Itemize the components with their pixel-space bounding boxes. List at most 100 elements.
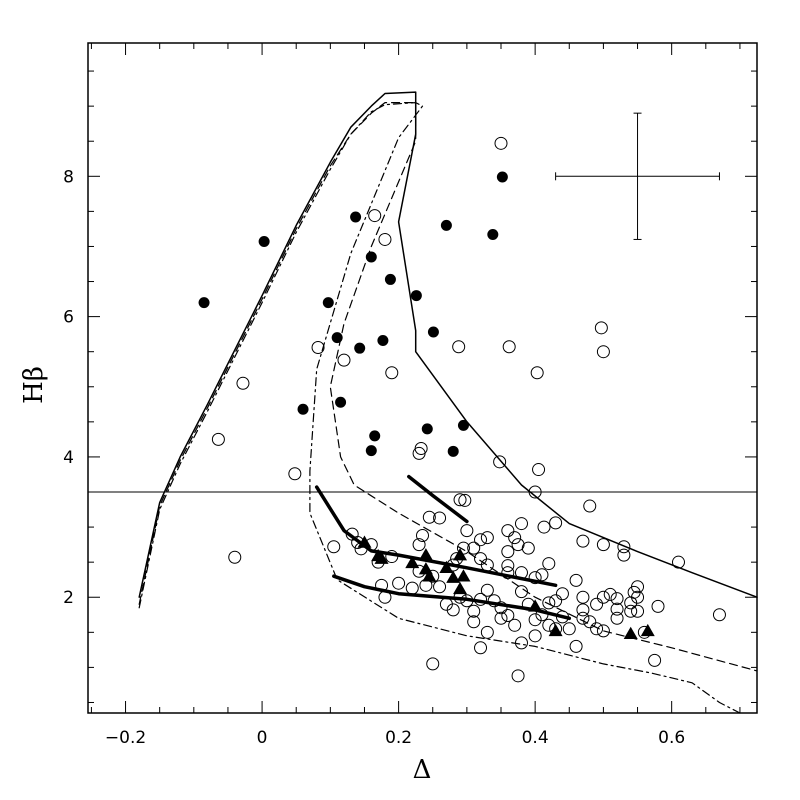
y-axis-label: Hβ xyxy=(19,366,49,404)
open-circle-point xyxy=(501,524,515,538)
open-circle-point xyxy=(501,559,515,573)
open-circle-point xyxy=(458,493,472,507)
filled-circle-point xyxy=(365,251,377,263)
open-circle-point xyxy=(549,516,563,530)
open-circle-point xyxy=(480,625,494,639)
open-circle-point xyxy=(378,590,392,604)
open-circle-point xyxy=(327,540,341,554)
open-circle-point xyxy=(337,353,351,367)
open-circle-point xyxy=(712,608,726,622)
data-points xyxy=(198,136,726,683)
filled-circle-point xyxy=(487,229,499,241)
open-circle-point xyxy=(494,601,508,615)
filled-circle-point xyxy=(258,236,270,248)
filled-circle-point xyxy=(335,396,347,408)
x-tick-label: 0 xyxy=(257,728,268,748)
open-circle-point xyxy=(514,566,528,580)
open-circle-point xyxy=(426,657,440,671)
open-circle-point xyxy=(433,580,447,594)
filled-triangle-point xyxy=(418,548,433,561)
open-circle-point xyxy=(474,592,488,606)
open-circle-point xyxy=(528,571,542,585)
plot-border xyxy=(87,42,758,714)
open-circle-point xyxy=(542,618,556,632)
open-circle-point xyxy=(433,511,447,525)
open-circle-point xyxy=(532,463,546,477)
open-circle-point xyxy=(535,608,549,622)
open-circle-point xyxy=(562,622,576,636)
open-circle-point xyxy=(412,538,426,552)
open-circle-point xyxy=(508,618,522,632)
filled-triangle-point xyxy=(357,535,372,548)
open-circle-point xyxy=(311,340,325,354)
filled-circle-point xyxy=(421,423,433,435)
open-circle-point xyxy=(480,531,494,545)
open-circle-point xyxy=(385,550,399,564)
open-circle-point xyxy=(537,520,551,534)
open-circle-point xyxy=(624,604,638,618)
open-circle-point xyxy=(493,455,507,469)
filled-circle-point xyxy=(354,342,366,354)
open-circle-point xyxy=(502,340,516,354)
open-circle-point xyxy=(627,585,641,599)
filled-circle-point xyxy=(198,297,210,309)
error-bar xyxy=(555,112,720,240)
open-circle-point xyxy=(648,653,662,667)
x-tick-label: 0.6 xyxy=(658,728,685,748)
open-circle-point xyxy=(590,622,604,636)
open-circle-point xyxy=(610,602,624,616)
filled-circle-point xyxy=(369,430,381,442)
filled-circle-point xyxy=(496,171,508,183)
open-circle-point xyxy=(211,432,225,446)
y-tick-label: 2 xyxy=(63,588,74,608)
open-circle-point xyxy=(474,552,488,566)
open-circle-point xyxy=(378,232,392,246)
open-circle-point xyxy=(651,599,665,613)
open-circle-point xyxy=(345,527,359,541)
filled-triangle-point xyxy=(623,626,638,639)
x-axis-label: Δ xyxy=(413,755,432,785)
open-circle-point xyxy=(422,510,436,524)
open-circle-point xyxy=(501,545,515,559)
open-circle-point xyxy=(368,209,382,223)
open-circle-point xyxy=(494,136,508,150)
open-circle-point xyxy=(228,550,242,564)
model-curves xyxy=(138,91,758,714)
open-circle-point xyxy=(617,548,631,562)
dashdot-curve xyxy=(138,102,741,714)
x-tick-label: −0.2 xyxy=(105,728,146,748)
open-circle-point xyxy=(375,578,389,592)
open-circle-point xyxy=(288,467,302,481)
open-circle-point xyxy=(631,604,645,618)
filled-triangle-point xyxy=(640,623,655,637)
y-tick-label: 6 xyxy=(63,308,74,328)
filled-triangle-point xyxy=(439,560,454,574)
open-circle-point xyxy=(474,533,488,547)
open-circle-point xyxy=(555,587,569,601)
filled-circle-point xyxy=(427,326,439,338)
filled-circle-point xyxy=(447,445,459,457)
filled-circle-point xyxy=(384,273,396,285)
filled-circle-point xyxy=(322,297,334,309)
open-circle-point xyxy=(453,493,467,507)
open-circle-point xyxy=(617,540,631,554)
filled-circle-point xyxy=(297,403,309,415)
open-circle-point xyxy=(521,541,535,555)
open-circle-point xyxy=(555,610,569,624)
open-circle-point xyxy=(596,345,610,359)
open-circle-point xyxy=(439,597,453,611)
open-circle-point xyxy=(480,583,494,597)
open-circle-point xyxy=(480,558,494,572)
open-circle-point xyxy=(528,629,542,643)
open-circle-point xyxy=(467,541,481,555)
x-tick-label: 0.2 xyxy=(385,728,412,748)
open-circle-point xyxy=(528,613,542,627)
filled-triangle-point xyxy=(456,569,471,582)
open-circle-point xyxy=(414,442,428,456)
open-circle-point xyxy=(596,590,610,604)
filled-triangle-point xyxy=(422,569,437,582)
open-circle-point xyxy=(385,366,399,380)
open-circle-point xyxy=(452,340,466,354)
open-circle-point xyxy=(610,611,624,625)
